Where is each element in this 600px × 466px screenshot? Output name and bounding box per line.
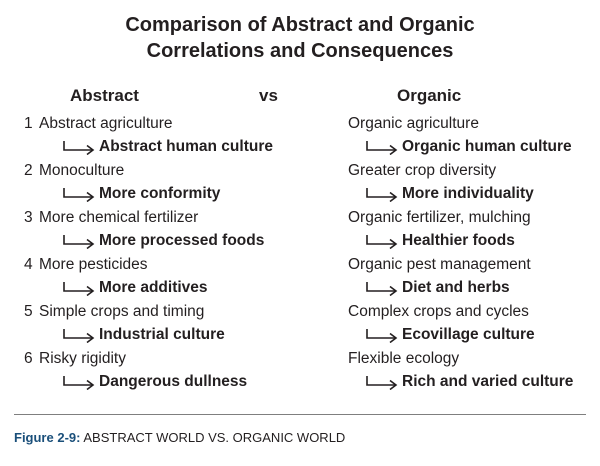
comparison-row: 3 More chemical fertilizer More processe… xyxy=(0,208,600,255)
comparison-row: 5 Simple crops and timing Industrial cul… xyxy=(0,302,600,349)
row-number: 2 xyxy=(24,162,33,179)
caption-label: Figure 2-9: xyxy=(14,430,81,445)
organic-cause: Flexible ecology xyxy=(348,350,460,367)
corner-arrow-icon xyxy=(63,188,95,202)
organic-cause: Organic fertilizer, mulching xyxy=(348,209,531,226)
corner-arrow-icon xyxy=(63,141,95,155)
corner-arrow-icon xyxy=(63,376,95,390)
abstract-cause: Simple crops and timing xyxy=(39,303,205,320)
caption-divider xyxy=(14,414,586,415)
organic-consequence: Ecovillage culture xyxy=(402,326,535,343)
abstract-consequence: Abstract human culture xyxy=(99,138,273,155)
abstract-cause: Monoculture xyxy=(39,162,125,179)
header-abstract: Abstract xyxy=(70,86,139,105)
abstract-cause: Abstract agriculture xyxy=(39,115,173,132)
comparison-row: 4 More pesticides More additives Organic… xyxy=(0,255,600,302)
row-number: 3 xyxy=(24,209,33,226)
title-line-2: Correlations and Consequences xyxy=(146,40,454,62)
abstract-consequence: More conformity xyxy=(99,185,221,202)
header-vs: vs xyxy=(259,86,278,105)
abstract-cause: Risky rigidity xyxy=(39,350,126,367)
corner-arrow-icon xyxy=(366,282,398,296)
abstract-consequence: Industrial culture xyxy=(99,326,225,343)
row-number: 6 xyxy=(24,350,33,367)
title-line-1: Comparison of Abstract and Organic xyxy=(125,14,475,36)
abstract-cause: More chemical fertilizer xyxy=(39,209,199,226)
organic-consequence: Healthier foods xyxy=(402,232,515,249)
organic-cause: Organic pest management xyxy=(348,256,531,273)
figure-caption: Figure 2-9: ABSTRACT WORLD VS. ORGANIC W… xyxy=(14,430,345,445)
abstract-consequence: More processed foods xyxy=(99,232,265,249)
row-number: 1 xyxy=(24,115,33,132)
comparison-row: 1 Abstract agriculture Abstract human cu… xyxy=(0,114,600,161)
comparison-list: 1 Abstract agriculture Abstract human cu… xyxy=(0,114,600,396)
abstract-consequence: More additives xyxy=(99,279,208,296)
caption-text: ABSTRACT WORLD VS. ORGANIC WORLD xyxy=(80,430,346,445)
figure-title: Comparison of Abstract and Organic Corre… xyxy=(0,12,600,64)
organic-cause: Greater crop diversity xyxy=(348,162,497,179)
corner-arrow-icon xyxy=(366,188,398,202)
row-number: 5 xyxy=(24,303,33,320)
organic-consequence: More individuality xyxy=(402,185,534,202)
organic-consequence: Rich and varied culture xyxy=(402,373,574,390)
corner-arrow-icon xyxy=(63,329,95,343)
comparison-row: 2 Monoculture More conformity Greater cr… xyxy=(0,161,600,208)
corner-arrow-icon xyxy=(366,141,398,155)
corner-arrow-icon xyxy=(366,376,398,390)
abstract-cause: More pesticides xyxy=(39,256,148,273)
corner-arrow-icon xyxy=(63,282,95,296)
corner-arrow-icon xyxy=(366,235,398,249)
organic-cause: Complex crops and cycles xyxy=(348,303,529,320)
abstract-consequence: Dangerous dullness xyxy=(99,373,248,390)
organic-cause: Organic agriculture xyxy=(348,115,479,132)
header-organic: Organic xyxy=(397,86,462,105)
comparison-row: 6 Risky rigidity Dangerous dullness Flex… xyxy=(0,349,600,396)
organic-consequence: Diet and herbs xyxy=(402,279,510,296)
corner-arrow-icon xyxy=(366,329,398,343)
corner-arrow-icon xyxy=(63,235,95,249)
organic-consequence: Organic human culture xyxy=(402,138,572,155)
row-number: 4 xyxy=(24,256,33,273)
